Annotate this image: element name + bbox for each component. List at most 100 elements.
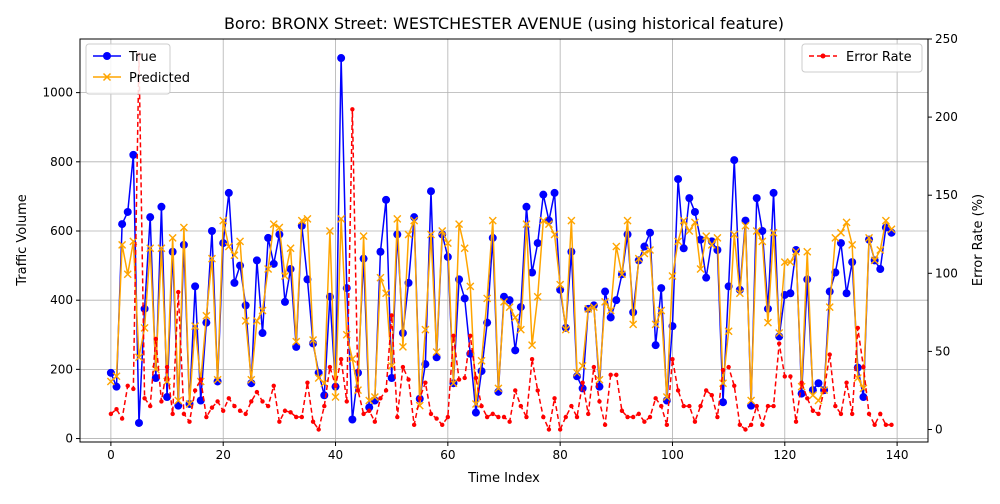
legend-error-label: Error Rate — [846, 50, 912, 65]
data-point-predicted — [258, 306, 267, 315]
data-point-predicted — [146, 244, 155, 253]
data-point-predicted — [247, 375, 256, 384]
legend-true-marker — [103, 52, 111, 60]
data-point-true — [533, 239, 542, 248]
data-point-predicted — [297, 216, 306, 225]
data-point-true — [859, 393, 868, 402]
data-point-error-rate — [687, 403, 692, 409]
data-point-true — [567, 247, 576, 256]
data-point-error-rate — [462, 375, 467, 381]
y-axis-right-label: Error Rate (%) — [971, 194, 986, 286]
data-point-true — [151, 374, 160, 383]
data-point-error-rate — [614, 372, 619, 378]
data-point-predicted — [657, 306, 666, 315]
data-point-predicted — [123, 270, 132, 279]
data-point-error-rate — [114, 406, 119, 412]
data-point-true — [163, 393, 172, 402]
data-point-predicted — [168, 233, 177, 242]
data-point-error-rate — [153, 336, 159, 342]
data-point-true — [359, 254, 368, 263]
data-point-predicted — [651, 320, 660, 329]
data-point-predicted — [713, 233, 722, 242]
data-point-error-rate — [726, 364, 731, 370]
data-point-error-rate — [277, 419, 282, 424]
x-tick-label: 140 — [886, 448, 909, 462]
data-point-error-rate — [793, 419, 799, 424]
legend-left: True Predicted — [85, 43, 190, 95]
data-point-predicted — [741, 221, 750, 230]
data-point-predicted — [398, 342, 407, 351]
data-point-error-rate — [288, 410, 293, 415]
data-point-error-rate — [192, 388, 198, 393]
data-point-error-rate — [889, 422, 894, 428]
data-point-error-rate — [378, 396, 383, 401]
x-tick-label: 60 — [440, 448, 455, 462]
data-point-predicted — [747, 396, 756, 405]
data-point-predicted — [573, 368, 582, 377]
data-point-true — [522, 202, 531, 211]
data-point-error-rate — [647, 414, 653, 420]
data-point-predicted — [426, 230, 435, 239]
data-point-predicted — [724, 327, 733, 336]
x-tick-label: 80 — [553, 448, 568, 462]
data-point-error-rate — [630, 414, 636, 420]
data-point-error-rate — [552, 396, 557, 401]
data-point-predicted — [382, 289, 391, 298]
data-point-predicted — [730, 230, 739, 239]
data-point-error-rate — [833, 403, 838, 409]
data-point-true — [123, 207, 132, 216]
data-point-error-rate — [344, 399, 349, 404]
data-point-predicted — [786, 258, 795, 267]
data-point-error-rate — [625, 414, 630, 420]
data-point-predicted — [539, 216, 548, 225]
data-point-true — [264, 233, 273, 242]
data-point-error-rate — [574, 414, 580, 420]
y-right-tick-label: 100 — [935, 266, 958, 280]
data-point-predicted — [792, 247, 801, 256]
data-point-error-rate — [383, 388, 389, 393]
data-point-error-rate — [417, 396, 422, 401]
data-point-error-rate — [675, 388, 681, 393]
data-point-error-rate — [748, 422, 754, 428]
data-point-predicted — [511, 313, 520, 322]
data-point-true — [690, 207, 699, 216]
data-point-error-rate — [164, 364, 170, 370]
data-point-true — [640, 242, 649, 251]
data-point-error-rate — [327, 364, 333, 370]
data-point-predicted — [252, 316, 261, 325]
data-point-true — [612, 296, 621, 305]
data-point-true — [825, 287, 834, 296]
data-point-error-rate — [119, 416, 125, 421]
data-point-error-rate — [159, 399, 164, 404]
x-tick-label: 20 — [216, 448, 231, 462]
data-point-error-rate — [367, 408, 372, 413]
data-point-predicted — [359, 232, 368, 241]
data-point-error-rate — [872, 422, 877, 428]
data-point-error-rate — [350, 107, 355, 112]
data-point-error-rate — [838, 411, 844, 417]
data-point-predicted — [179, 223, 188, 232]
data-point-predicted — [685, 226, 694, 235]
chart-title: Boro: BRONX Street: WESTCHESTER AVENUE (… — [224, 14, 784, 33]
data-point-true — [314, 368, 323, 377]
data-point-true — [797, 389, 806, 398]
data-point-error-rate — [849, 411, 855, 417]
data-point-true — [460, 294, 469, 303]
x-tick-label: 120 — [773, 448, 796, 462]
data-point-predicted — [848, 240, 857, 249]
data-point-true — [191, 282, 200, 291]
data-point-true — [157, 202, 166, 211]
data-point-predicted — [567, 216, 576, 225]
data-point-predicted — [803, 247, 812, 256]
data-point-predicted — [449, 379, 458, 388]
data-point-true — [224, 188, 233, 197]
data-point-error-rate — [428, 411, 434, 417]
data-point-predicted — [331, 393, 340, 402]
data-point-true — [730, 156, 739, 165]
data-point-error-rate — [782, 374, 787, 379]
data-point-predicted — [404, 230, 413, 239]
data-point-error-rate — [406, 377, 411, 382]
data-point-predicted — [668, 271, 677, 280]
data-point-true — [252, 256, 261, 265]
